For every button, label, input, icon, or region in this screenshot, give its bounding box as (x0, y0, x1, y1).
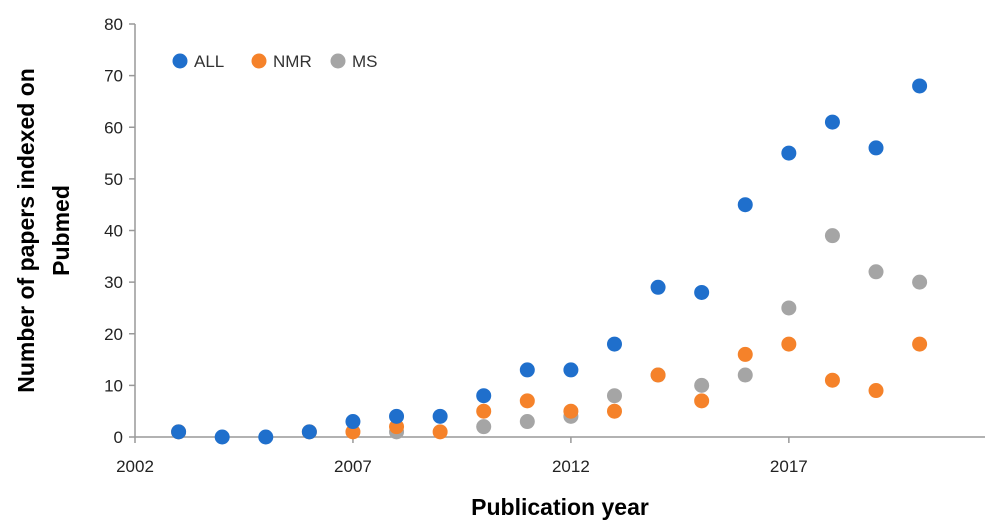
data-point-all (650, 279, 666, 295)
legend-marker-ms (330, 53, 346, 69)
data-point-all (824, 114, 840, 130)
x-axis-ticks: 2002 2007 2012 2017 (116, 437, 808, 476)
data-point-ms (519, 414, 535, 430)
data-points (171, 78, 928, 445)
data-point-all (563, 362, 579, 378)
data-point-nmr (432, 424, 448, 440)
data-point-all (606, 336, 622, 352)
y-tick-label: 40 (104, 222, 123, 241)
y-tick-label: 10 (104, 376, 123, 395)
y-tick-label: 50 (104, 170, 123, 189)
data-point-ms (868, 264, 884, 280)
data-point-all (301, 424, 317, 440)
data-point-nmr (868, 383, 884, 399)
y-axis-ticks: 0 10 20 30 40 50 60 70 80 (104, 15, 135, 447)
legend: ALL NMR MS (172, 52, 378, 71)
data-point-ms (781, 300, 797, 316)
data-point-nmr (737, 346, 753, 362)
x-tick-label: 2017 (770, 457, 808, 476)
data-point-nmr (345, 424, 361, 440)
data-point-ms (912, 274, 928, 290)
y-tick-label: 30 (104, 273, 123, 292)
data-point-nmr (606, 403, 622, 419)
legend-label-all: ALL (194, 52, 224, 71)
data-point-nmr (650, 367, 666, 383)
y-axis-title: Number of papers indexed on Pubmed (13, 68, 74, 393)
data-point-all (694, 284, 710, 300)
data-point-nmr (476, 403, 492, 419)
y-tick-label: 20 (104, 325, 123, 344)
y-tick-label: 60 (104, 118, 123, 137)
data-point-ms (737, 367, 753, 383)
data-point-nmr (563, 403, 579, 419)
x-tick-label: 2012 (552, 457, 590, 476)
data-point-ms (824, 228, 840, 244)
legend-label-ms: MS (352, 52, 378, 71)
data-point-ms (476, 419, 492, 435)
data-point-ms (694, 377, 710, 393)
data-point-all (214, 429, 230, 445)
data-point-all (737, 197, 753, 213)
data-point-nmr (519, 393, 535, 409)
y-tick-label: 70 (104, 67, 123, 86)
data-point-all (345, 414, 361, 430)
legend-marker-all (172, 53, 188, 69)
data-point-all (912, 78, 928, 94)
data-point-all (258, 429, 274, 445)
legend-label-nmr: NMR (273, 52, 312, 71)
data-point-all (519, 362, 535, 378)
y-tick-label: 0 (114, 428, 123, 447)
data-point-nmr (694, 393, 710, 409)
x-axis-title: Publication year (471, 494, 649, 520)
legend-marker-nmr (251, 53, 267, 69)
axes: 0 10 20 30 40 50 60 70 80 2002 2007 2012 2017 (104, 15, 985, 476)
data-point-all (432, 408, 448, 424)
y-axis-title-line: Number of papers indexed on (13, 68, 39, 393)
data-point-ms (606, 388, 622, 404)
x-tick-label: 2002 (116, 457, 154, 476)
data-point-nmr (912, 336, 928, 352)
y-tick-label: 80 (104, 15, 123, 34)
data-point-nmr (781, 336, 797, 352)
x-tick-label: 2007 (334, 457, 372, 476)
data-point-all (171, 424, 187, 440)
data-point-nmr (824, 372, 840, 388)
data-point-all (781, 145, 797, 161)
data-point-all (389, 408, 405, 424)
y-axis-title-line: Pubmed (48, 185, 74, 276)
data-point-all (868, 140, 884, 156)
data-point-nmr (389, 419, 405, 435)
data-point-all (476, 388, 492, 404)
